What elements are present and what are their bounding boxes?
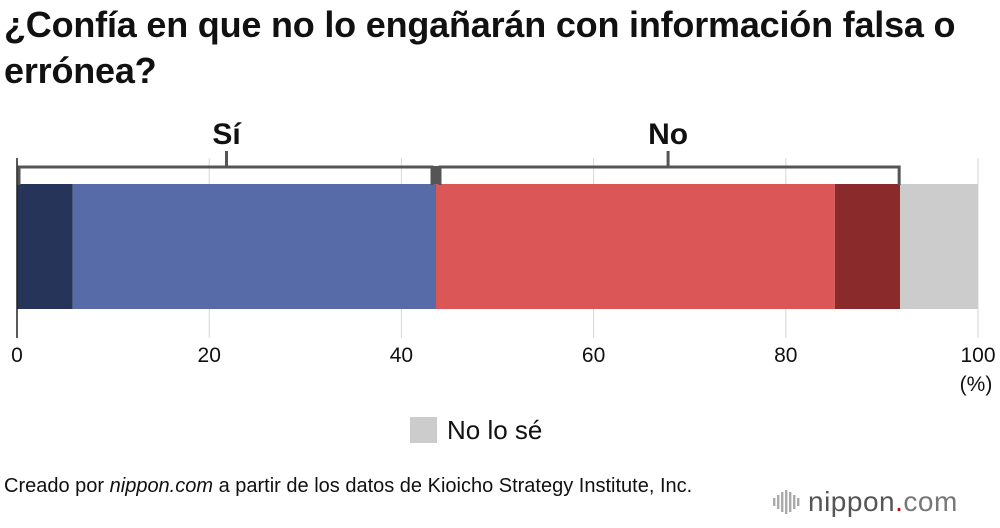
tick-label-80: 80 — [774, 344, 797, 367]
source-prefix: Creado por — [4, 475, 110, 497]
tick-label-40: 40 — [390, 344, 413, 367]
legend: No lo sé — [410, 414, 542, 446]
bar-segment-1 — [72, 184, 436, 309]
nippon-logo-icon — [773, 490, 800, 514]
nippon-logo[interactable]: nippon.com — [772, 486, 958, 518]
legend-swatch-no-lo-se — [410, 417, 437, 443]
bracket-0 — [17, 165, 434, 185]
bar-segment-2 — [435, 184, 835, 309]
chart: 0 20 40 60 80 100 (%) Sí No — [11, 118, 995, 396]
logo-dot: . — [895, 486, 904, 517]
unit-label: (%) — [960, 373, 993, 396]
bar-segment-4 — [900, 184, 978, 309]
tick-label-20: 20 — [198, 344, 221, 367]
tick-label-100: 100 — [960, 344, 995, 367]
tick-label-60: 60 — [582, 344, 605, 367]
group-divider — [432, 166, 439, 184]
legend-label-no-lo-se: No lo sé — [447, 414, 543, 445]
source-note: Creado por nippon.com a partir de los da… — [4, 474, 724, 499]
source-site: nippon.com — [109, 475, 214, 497]
tick-label-0: 0 — [11, 344, 23, 367]
bar-segment-0 — [17, 184, 73, 309]
group-label-0: Sí — [212, 118, 242, 151]
group-label-1: No — [648, 118, 688, 151]
logo-name: nippon — [808, 486, 896, 517]
chart-title: ¿Confía en que no lo engañarán con infor… — [4, 4, 956, 91]
bar-segment-3 — [834, 184, 901, 309]
bracket-1 — [438, 165, 901, 185]
logo-tld: com — [903, 486, 958, 517]
source-suffix: a partir de los datos de Kioicho Strateg… — [213, 475, 693, 497]
